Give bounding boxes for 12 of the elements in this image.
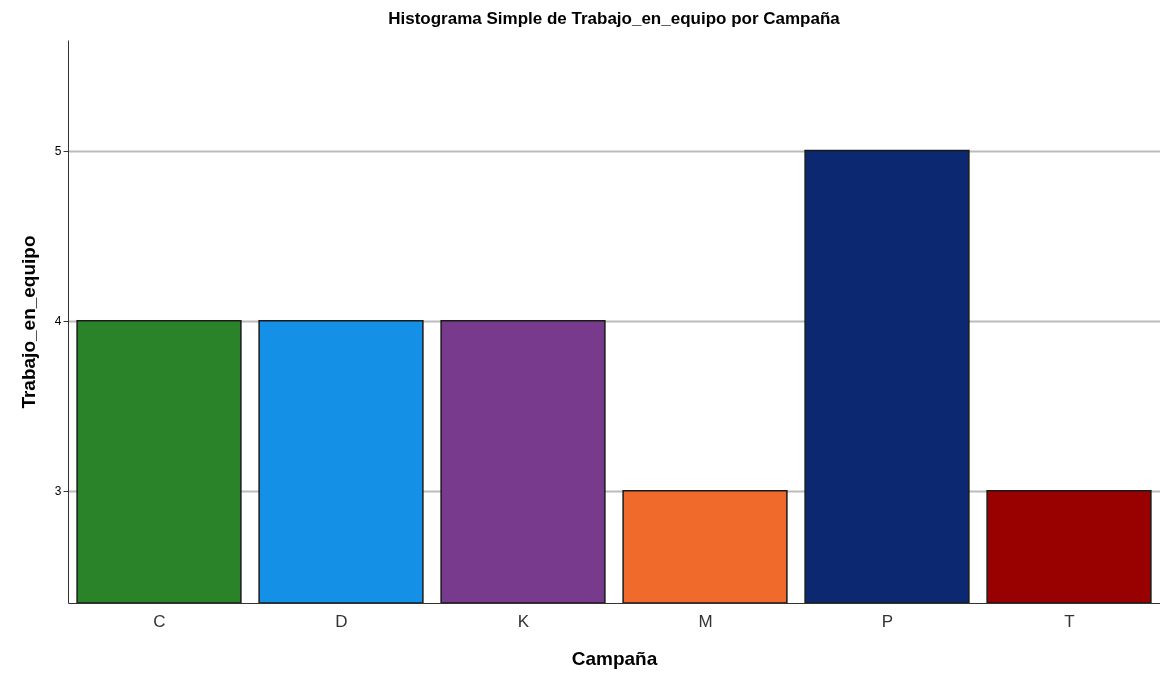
y-tick-label: 5 bbox=[54, 144, 62, 159]
x-tick-label: M bbox=[698, 611, 713, 631]
x-tick-label: K bbox=[517, 611, 530, 631]
y-axis-title: Trabajo_en_equipo bbox=[17, 235, 39, 409]
chart-title: Histograma Simple de Trabajo_en_equipo por Campaña bbox=[388, 9, 841, 28]
y-tick-label: 3 bbox=[54, 484, 62, 499]
x-tick-label: D bbox=[335, 611, 348, 631]
x-tick-label: T bbox=[1064, 611, 1075, 631]
x-tick-label: P bbox=[881, 611, 894, 631]
y-tick-label: 4 bbox=[54, 314, 62, 329]
x-axis-title: Campaña bbox=[571, 647, 658, 669]
x-tick-label: C bbox=[153, 611, 166, 631]
